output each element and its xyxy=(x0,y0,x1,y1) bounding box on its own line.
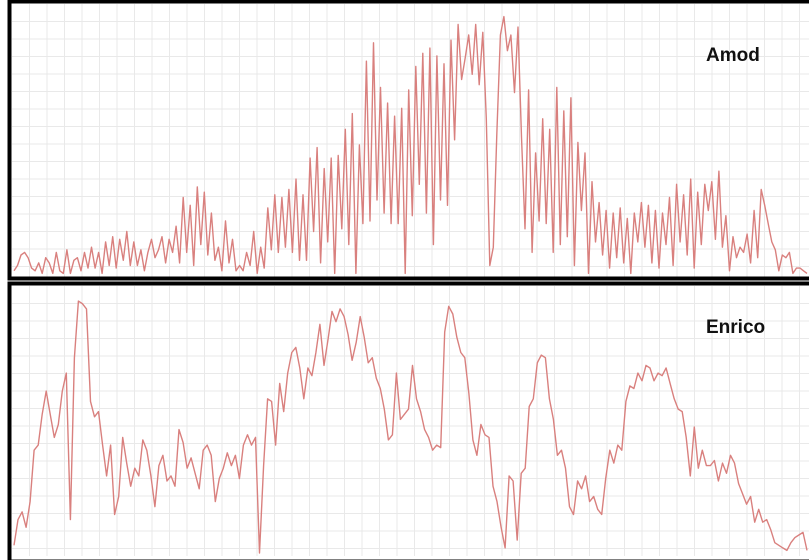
chart-panel-0: Amod xyxy=(12,4,809,279)
grid xyxy=(12,4,809,279)
series-line-enrico xyxy=(13,300,808,554)
series-label-enrico: Enrico xyxy=(706,317,765,338)
panel-frame-top xyxy=(7,0,809,281)
series-line-amod xyxy=(13,15,808,275)
grid xyxy=(12,286,809,556)
chart-panel-1: Enrico xyxy=(12,286,809,556)
series-label-amod: Amod xyxy=(706,45,760,66)
panel-frame-bottom xyxy=(7,281,809,560)
